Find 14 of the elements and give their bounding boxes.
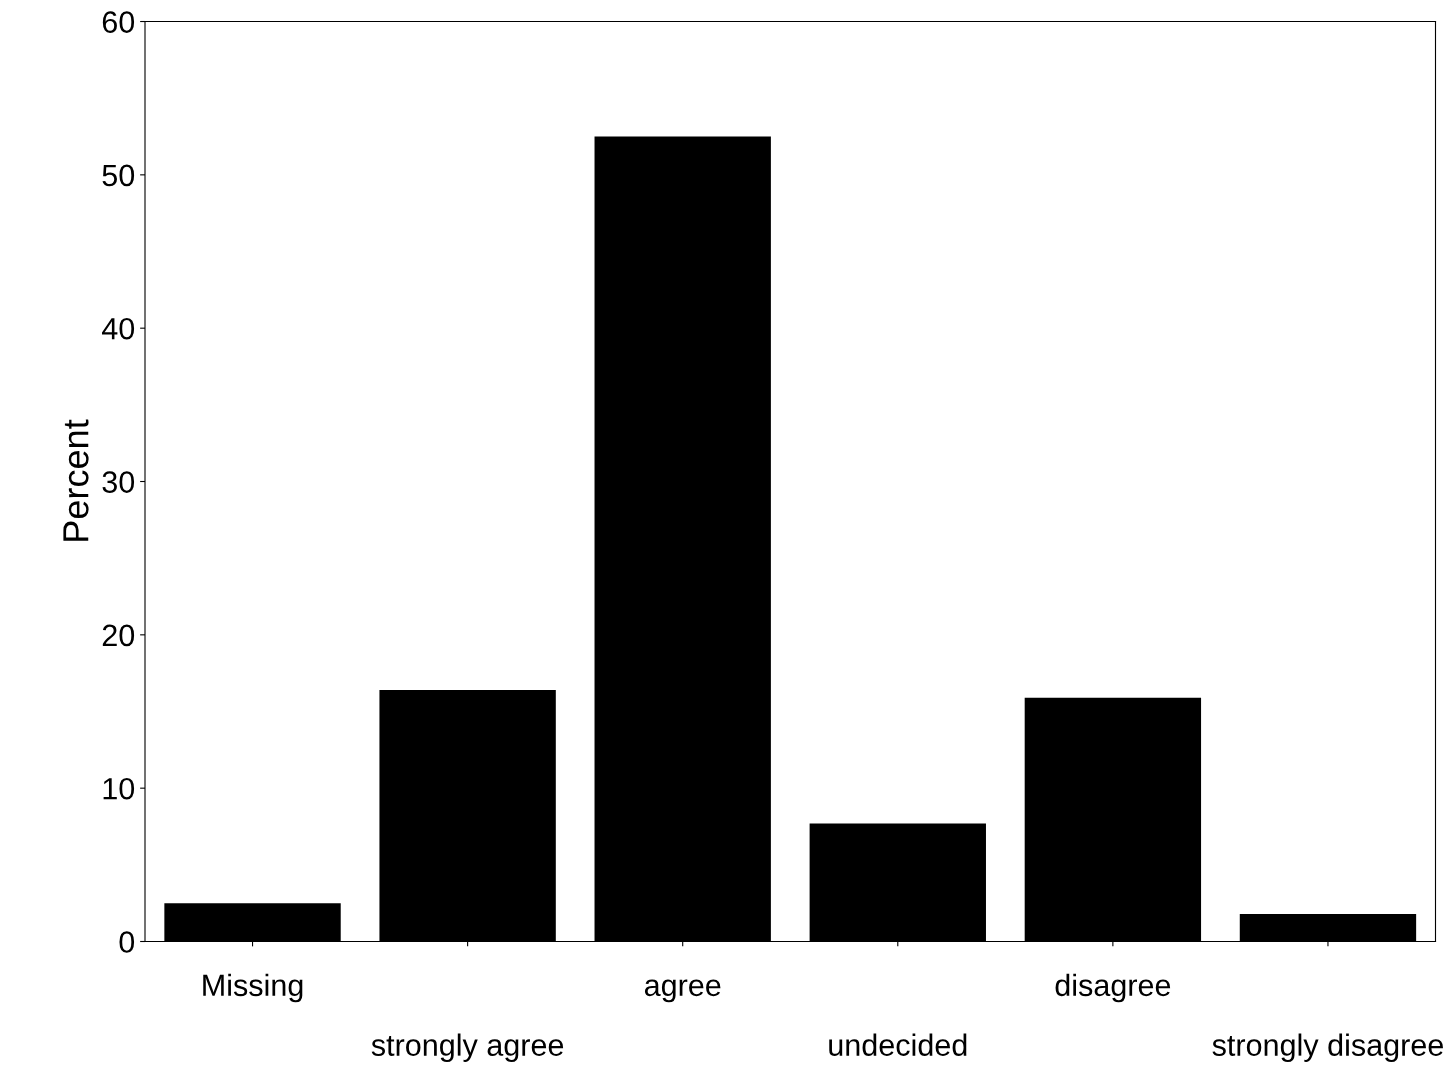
y-tick-label: 10 (103, 777, 135, 800)
y-axis-title: Percent (63, 419, 89, 541)
y-tick-label: 50 (102, 164, 135, 187)
x-tick-label: undecided (829, 1033, 967, 1056)
y-tick-label: 40 (102, 317, 135, 340)
x-tick-label: strongly disagree (1212, 1033, 1443, 1062)
x-tick-label: agree (644, 979, 721, 1003)
y-tick-label: 20 (102, 624, 135, 647)
x-tick-label: strongly agree (371, 1033, 564, 1062)
x-tick-label: disagree (1055, 973, 1171, 1003)
y-tick-label: 0 (119, 931, 135, 953)
y-tick-label: 30 (102, 471, 135, 493)
x-tick-label: Missing (203, 973, 303, 1003)
y-tick-label: 60 (102, 11, 135, 33)
